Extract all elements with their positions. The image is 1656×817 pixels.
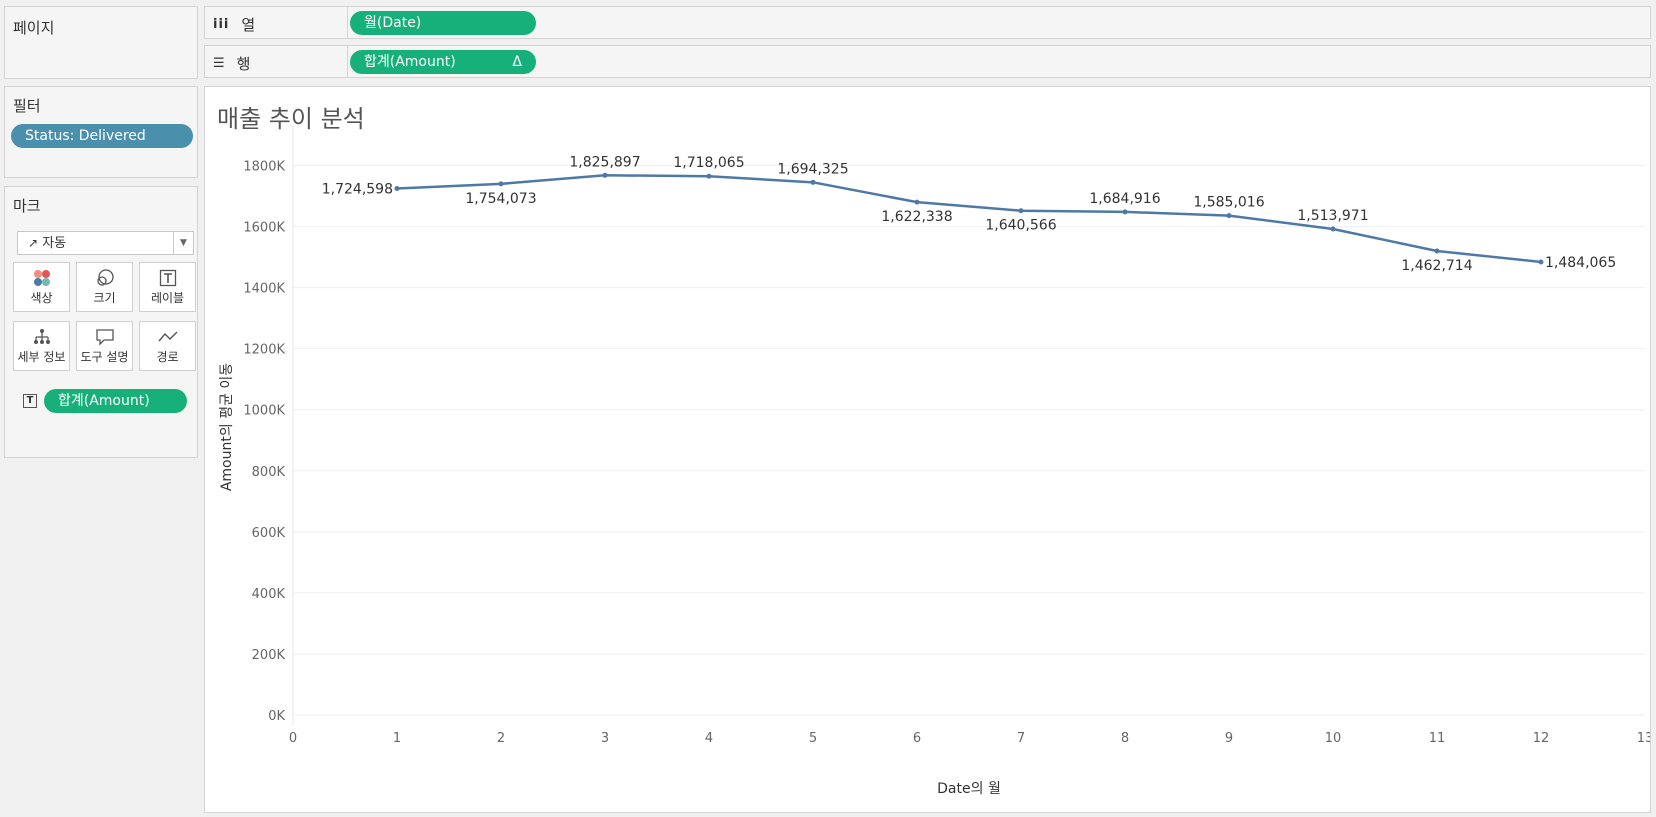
columns-icon: iii <box>213 17 230 32</box>
marks-panel-title: 마크 <box>13 197 41 215</box>
x-tick-label: 7 <box>1017 731 1025 746</box>
marks-panel: 마크 ↗ 자동 ▼ 색상 크기 레이블 세부 정보 도구 설명 <box>4 186 198 458</box>
x-tick-label: 6 <box>913 731 921 746</box>
y-tick-label: 400K <box>252 587 286 602</box>
path-icon <box>140 322 195 348</box>
rows-pill-sum-amount[interactable]: 합계(Amount) Δ <box>350 50 536 74</box>
data-label: 1,825,897 <box>569 154 640 170</box>
mark-type-dropdown[interactable]: ↗ 자동 ▼ <box>17 231 194 255</box>
chevron-down-icon[interactable]: ▼ <box>173 232 193 254</box>
line-chart[interactable]: 0K200K400K600K800K1000K1200K1400K1600K18… <box>205 87 1650 812</box>
data-point[interactable] <box>706 173 712 179</box>
x-tick-label: 11 <box>1429 731 1446 746</box>
x-tick-label: 13 <box>1637 731 1650 746</box>
x-tick-label: 3 <box>601 731 609 746</box>
data-label: 1,484,065 <box>1545 255 1616 271</box>
x-tick-label: 12 <box>1533 731 1550 746</box>
x-axis-title: Date의 월 <box>937 781 1001 797</box>
y-tick-label: 1400K <box>243 282 285 297</box>
columns-shelf-label: iii 열 <box>213 16 256 34</box>
data-point[interactable] <box>1434 248 1440 254</box>
data-point[interactable] <box>810 179 816 185</box>
color-icon <box>14 263 69 289</box>
data-point[interactable] <box>498 181 504 187</box>
label-button[interactable]: 레이블 <box>139 262 196 312</box>
filters-panel: 필터 Status: Delivered <box>4 86 198 178</box>
rows-icon: ☰ <box>213 56 225 71</box>
y-tick-label: 600K <box>252 526 286 541</box>
shelf-divider <box>347 7 348 38</box>
rows-shelf[interactable]: ☰ 행 합계(Amount) Δ <box>204 45 1651 78</box>
y-tick-label: 200K <box>252 648 286 663</box>
rows-shelf-label: ☰ 행 <box>213 55 251 73</box>
chart-view: 매출 추이 분석 0K 200K 400K 600K 800K 1000K 1200K 140… <box>204 86 1651 813</box>
x-tick-label: 4 <box>705 731 713 746</box>
filters-panel-title: 필터 <box>13 97 41 115</box>
x-tick-label: 2 <box>497 731 505 746</box>
detail-icon <box>14 322 69 348</box>
x-tick-label: 10 <box>1325 731 1342 746</box>
series-line[interactable] <box>396 174 1542 264</box>
label-icon <box>140 263 195 289</box>
x-tick-label: 5 <box>809 731 817 746</box>
data-label: 1,513,971 <box>1297 208 1368 224</box>
y-tick-label: 1600K <box>243 221 285 236</box>
detail-button[interactable]: 세부 정보 <box>13 321 70 371</box>
x-tick-label: 1 <box>393 731 401 746</box>
data-point[interactable] <box>1018 208 1024 214</box>
columns-shelf[interactable]: iii 열 월(Date) <box>204 6 1651 39</box>
y-tick-label: 800K <box>252 465 286 480</box>
tooltip-button[interactable]: 도구 설명 <box>76 321 133 371</box>
columns-pill-month-date[interactable]: 월(Date) <box>350 11 536 35</box>
x-tick-label: 9 <box>1225 731 1233 746</box>
data-label: 1,684,916 <box>1089 191 1160 207</box>
y-axis-title: Amount의 평균 이동 <box>219 363 235 491</box>
y-tick-label: 1000K <box>243 404 285 419</box>
data-label: 1,585,016 <box>1193 195 1264 211</box>
pages-panel: 페이지 <box>4 6 198 79</box>
data-point[interactable] <box>394 186 400 192</box>
y-tick-label: 1800K <box>243 160 285 175</box>
x-tick-label: 0 <box>289 731 297 746</box>
data-point[interactable] <box>914 199 920 205</box>
shelf-divider <box>347 46 348 77</box>
data-label: 1,754,073 <box>465 191 536 207</box>
y-tick-label: 1200K <box>243 343 285 358</box>
data-point[interactable] <box>1330 226 1336 232</box>
chart-title: 매출 추이 분석 <box>217 105 365 133</box>
data-point[interactable] <box>1226 213 1232 219</box>
data-label: 1,462,714 <box>1401 258 1472 274</box>
label-encoding-icon: T <box>23 394 37 408</box>
y-tick-label: 0K <box>268 709 285 724</box>
table-calc-delta-icon: Δ <box>512 54 522 70</box>
color-button[interactable]: 색상 <box>13 262 70 312</box>
data-label: 1,694,325 <box>777 161 848 177</box>
tooltip-icon <box>77 322 132 348</box>
data-point[interactable] <box>1538 259 1544 265</box>
data-label: 1,622,338 <box>881 209 952 225</box>
line-mark-icon: ↗ <box>28 236 39 250</box>
pages-panel-title: 페이지 <box>13 19 55 37</box>
marks-pill-sum-amount[interactable]: 합계(Amount) <box>44 389 187 413</box>
path-button[interactable]: 경로 <box>139 321 196 371</box>
data-label: 1,718,065 <box>673 155 744 171</box>
size-button[interactable]: 크기 <box>76 262 133 312</box>
size-icon <box>77 263 132 289</box>
x-tick-label: 8 <box>1121 731 1129 746</box>
data-point[interactable] <box>602 172 608 178</box>
data-point[interactable] <box>1122 209 1128 215</box>
data-label: 1,640,566 <box>985 218 1056 234</box>
filter-pill-status[interactable]: Status: Delivered <box>11 124 193 148</box>
data-label: 1,724,598 <box>322 182 393 198</box>
